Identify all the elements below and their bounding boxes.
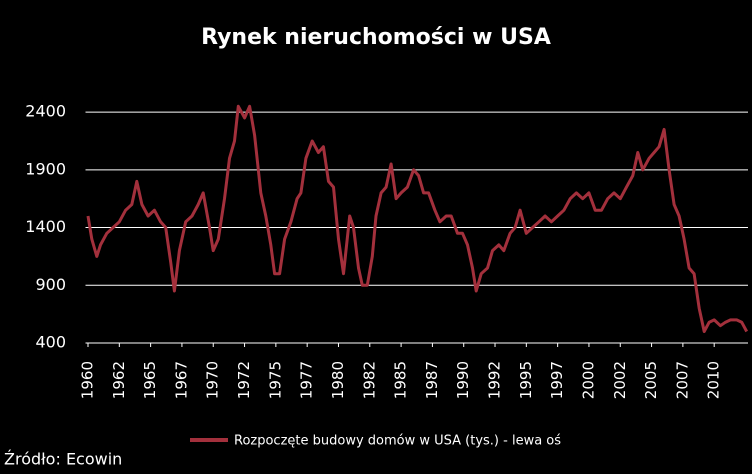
x-tick-label: 1972 — [235, 361, 253, 399]
y-tick-label: 400 — [35, 333, 66, 352]
x-tick-label: 1982 — [360, 361, 378, 399]
x-tick-label: 1965 — [141, 361, 159, 399]
x-tick-label: 1962 — [110, 361, 128, 399]
y-tick-label: 1400 — [25, 217, 66, 236]
x-tick-label: 2007 — [673, 361, 691, 399]
x-tick-label: 1992 — [486, 361, 504, 399]
chart-title: Rynek nieruchomości w USA — [201, 25, 551, 50]
x-tick-label: 1975 — [266, 361, 284, 399]
x-tick-label: 1967 — [172, 361, 190, 399]
y-tick-label: 1900 — [25, 159, 66, 178]
x-tick-label: 1960 — [79, 361, 97, 399]
x-tick-label: 2005 — [642, 361, 660, 399]
x-tick-label: 1997 — [548, 361, 566, 399]
x-tick-label: 1987 — [423, 361, 441, 399]
x-tick-label: 1985 — [392, 361, 410, 399]
x-tick-label: 2000 — [579, 361, 597, 399]
source: Źródło: Ecowin — [4, 450, 122, 469]
series-line — [86, 104, 749, 333]
legend-label: Rozpoczęte budowy domów w USA (tys.) - l… — [234, 434, 561, 449]
x-tick-label: 1990 — [454, 361, 472, 399]
x-tick-label: 2002 — [611, 361, 629, 399]
x-tick-label: 1977 — [298, 361, 316, 399]
x-tick-label: 1995 — [517, 361, 535, 399]
y-tick-label: 2400 — [25, 102, 66, 121]
x-tick-label: 1970 — [204, 361, 222, 399]
x-tick-label: 2010 — [705, 361, 723, 399]
x-tick-label: 1980 — [329, 361, 347, 399]
y-tick-label: 900 — [35, 275, 66, 294]
